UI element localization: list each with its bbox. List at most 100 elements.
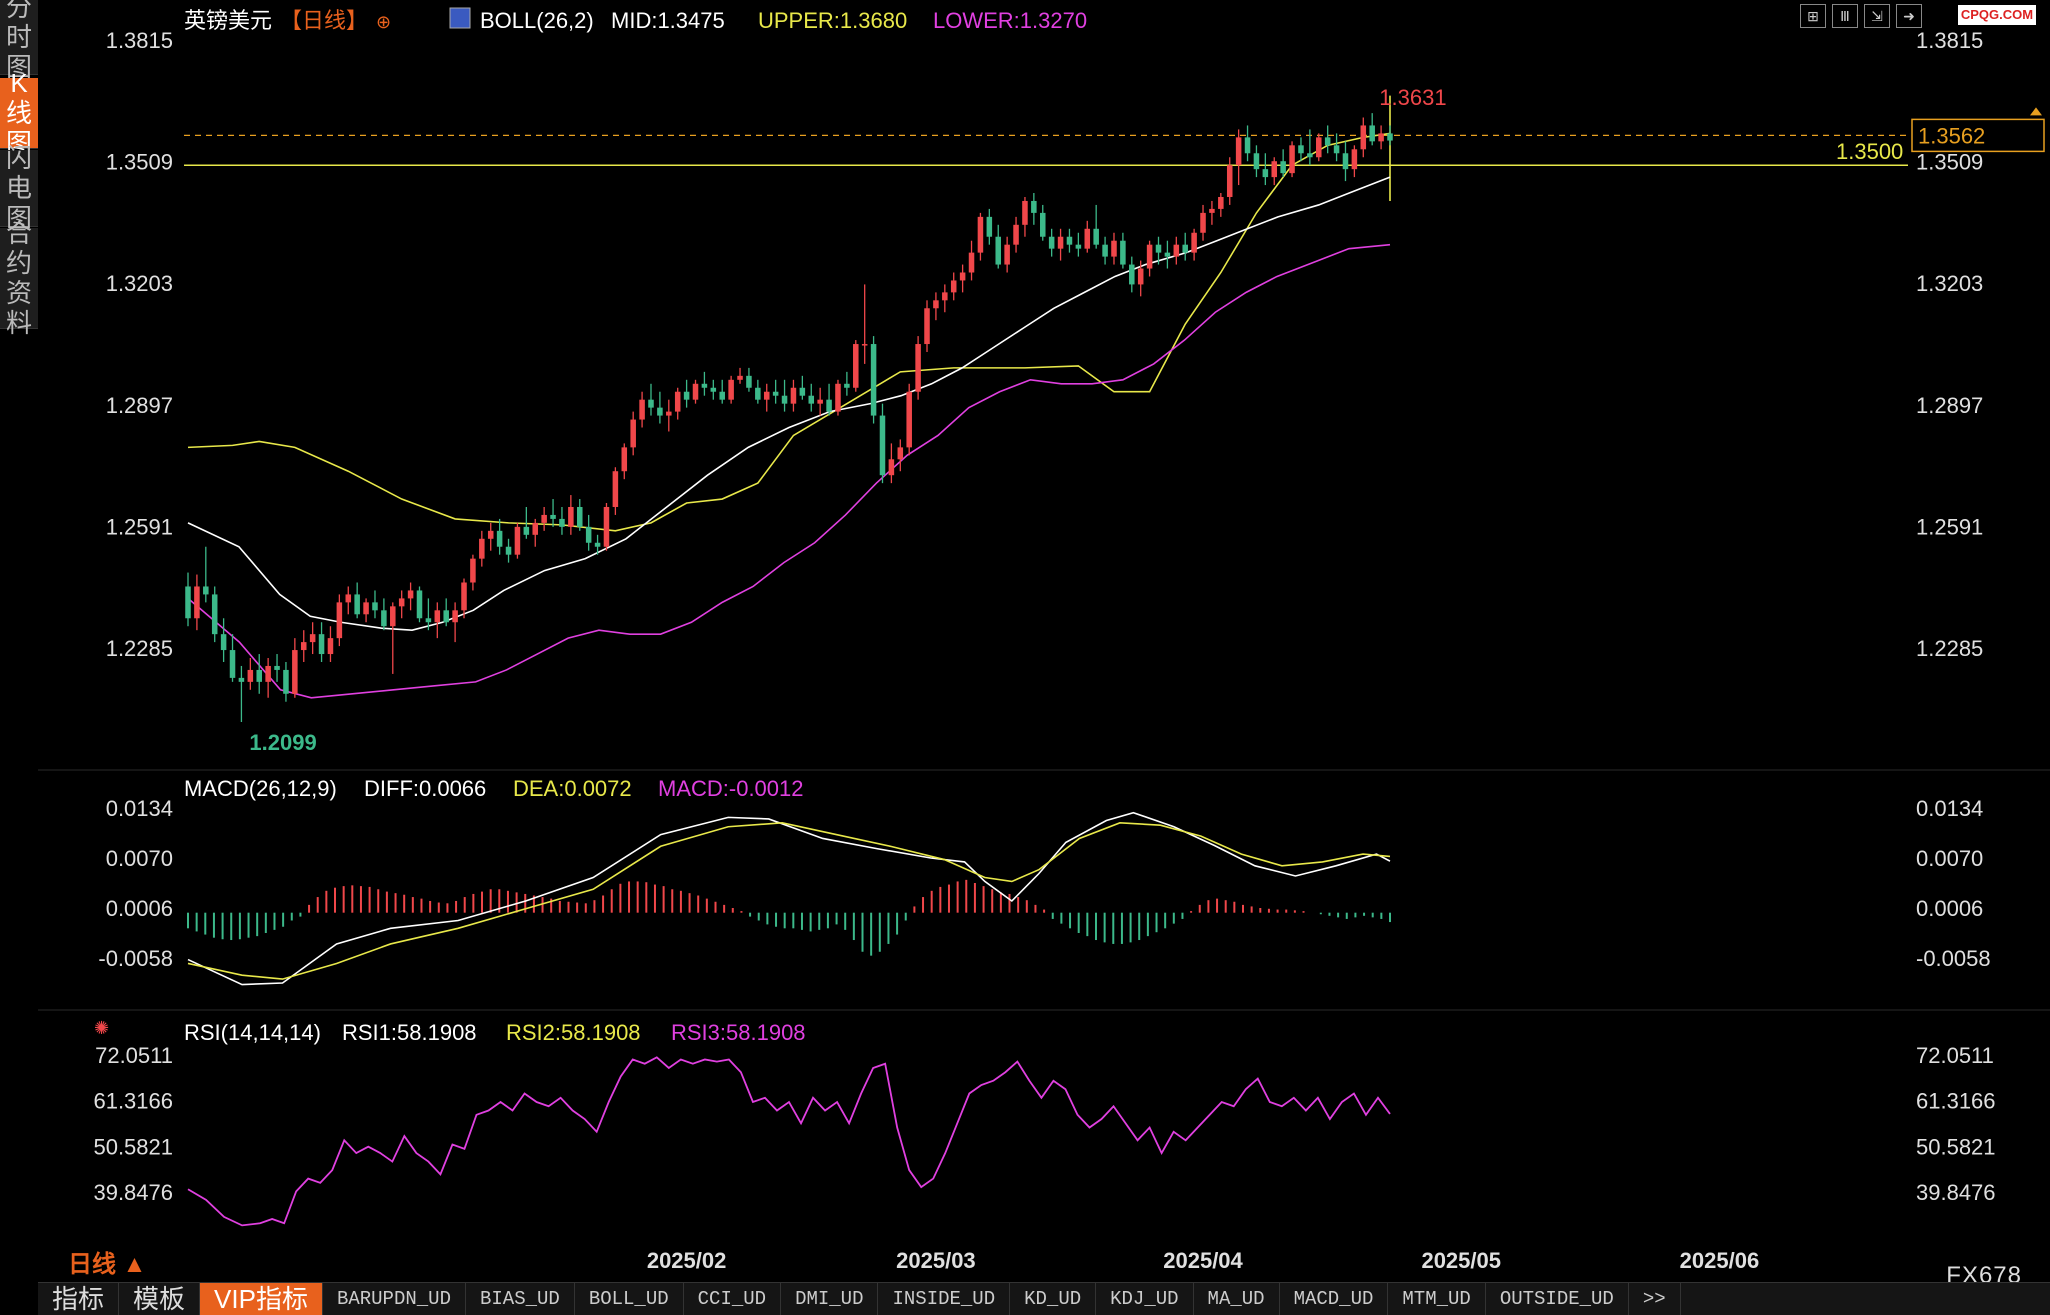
candle-body bbox=[728, 379, 734, 400]
rsi-settings-icon: ✺ bbox=[94, 1018, 109, 1039]
bars-icon[interactable]: Ⅲ bbox=[1832, 4, 1858, 28]
candle-body bbox=[274, 665, 280, 670]
axes: 1.3815 1.3815 1.3509 1.3509 1.3203 1.3203 1.28… bbox=[93, 28, 1995, 1273]
candle-body bbox=[247, 669, 254, 682]
candle-body bbox=[407, 590, 414, 599]
rsi-left-tick: 72.0511 bbox=[95, 1043, 173, 1068]
candle-body bbox=[461, 582, 467, 611]
grid-icon[interactable]: ⊞ bbox=[1800, 4, 1826, 28]
candle-body bbox=[416, 590, 423, 619]
price-pane[interactable] bbox=[184, 95, 1908, 722]
candle-body bbox=[746, 375, 752, 388]
x-tick-label: 2025/02 bbox=[647, 1248, 727, 1273]
candle-body bbox=[283, 669, 289, 694]
bottom-tab-bar: 指标 模板 VIP指标 BARUPDN_UD BIAS_UD BOLL_UD CCI_UD D… bbox=[38, 1282, 2050, 1315]
bottom-tab-dmi-ud[interactable]: DMI_UD bbox=[781, 1283, 879, 1315]
candle-body bbox=[1182, 244, 1188, 253]
macd-right-tick: -0.0058 bbox=[1916, 946, 1991, 971]
candle-body bbox=[719, 391, 725, 400]
bottom-tab-outside-ud[interactable]: OUTSIDE_UD bbox=[1486, 1283, 1629, 1315]
rsi-title: RSI(14,14,14) bbox=[184, 1020, 321, 1045]
bottom-tab-ma-ud[interactable]: MA_UD bbox=[1194, 1283, 1280, 1315]
candle-body bbox=[1226, 165, 1233, 197]
macd-left-tick: 0.0006 bbox=[106, 896, 173, 921]
bottom-tab-inside-ud[interactable]: INSIDE_UD bbox=[878, 1283, 1011, 1315]
last-price-marker-icon bbox=[2030, 107, 2042, 116]
boll-lower-line bbox=[187, 243, 1391, 699]
bottom-tab-[interactable]: >> bbox=[1629, 1283, 1681, 1315]
sidebar-item-3[interactable]: 合约资料 bbox=[0, 218, 38, 338]
bottom-tab-macd-ud[interactable]: MACD_UD bbox=[1280, 1283, 1389, 1315]
bottom-tab-mtm-ud[interactable]: MTM_UD bbox=[1388, 1283, 1486, 1315]
candle-body bbox=[701, 383, 708, 388]
candle-body bbox=[1066, 236, 1073, 245]
header-label-1: 【日线】 bbox=[280, 8, 368, 33]
right-arrow-icon[interactable]: ➜ bbox=[1896, 4, 1922, 28]
candle-body bbox=[568, 506, 574, 527]
candle-body bbox=[612, 471, 619, 507]
candle-body bbox=[309, 634, 316, 643]
macd-right-tick: 0.0070 bbox=[1916, 846, 1983, 871]
macd-pane[interactable] bbox=[187, 811, 1391, 986]
candle-body bbox=[443, 610, 449, 623]
header-label-2: BOLL(26,2) bbox=[480, 8, 594, 33]
candle-body bbox=[674, 391, 681, 412]
candle-body bbox=[853, 344, 859, 388]
sidebar-item-label: 合约资料 bbox=[6, 218, 33, 338]
candle-body bbox=[603, 506, 610, 547]
bottom-tab-0[interactable]: 指标 bbox=[38, 1283, 120, 1315]
x-tick-label: 2025/06 bbox=[1680, 1248, 1760, 1273]
candle-body bbox=[1298, 145, 1304, 154]
price-right-tick: 1.2285 bbox=[1916, 636, 1983, 661]
candle-body bbox=[487, 530, 494, 539]
bottom-tab-kdj-ud[interactable]: KDJ_UD bbox=[1096, 1283, 1194, 1315]
macd-diff-line bbox=[187, 811, 1391, 986]
sidebar-item-0[interactable]: 分时图 bbox=[0, 0, 38, 82]
candle-body bbox=[194, 586, 200, 619]
bottom-tab-boll-ud[interactable]: BOLL_UD bbox=[575, 1283, 684, 1315]
candle-body bbox=[897, 447, 904, 460]
candle-body bbox=[1333, 145, 1340, 154]
candle-body bbox=[345, 594, 352, 603]
candle-body bbox=[844, 383, 850, 388]
sidebar-item-2[interactable]: 闪电图 bbox=[0, 143, 38, 233]
candle-body bbox=[1289, 145, 1295, 174]
level-label: 1.3500 bbox=[1836, 139, 1903, 164]
rsi-pane[interactable] bbox=[187, 1056, 1391, 1227]
bottom-tab-kd-ud[interactable]: KD_UD bbox=[1010, 1283, 1097, 1315]
candle-body bbox=[1324, 137, 1331, 146]
grid bbox=[38, 769, 2050, 1011]
candle-body bbox=[336, 602, 343, 639]
trading-chart[interactable]: 1.3815 1.3815 1.3509 1.3509 1.3203 1.3203 1.28… bbox=[38, 0, 2050, 1282]
bottom-tab-cci-ud[interactable]: CCI_UD bbox=[684, 1283, 782, 1315]
candle-body bbox=[1253, 153, 1260, 170]
candle-body bbox=[817, 399, 823, 404]
candle-body bbox=[1137, 268, 1144, 285]
bottom-tab-vip2[interactable]: VIP指标 bbox=[200, 1283, 323, 1315]
price-left-tick: 1.2285 bbox=[106, 636, 173, 661]
candle-body bbox=[479, 538, 485, 559]
sidebar-item-1[interactable]: K线图 bbox=[0, 68, 38, 158]
candle-body bbox=[577, 506, 583, 527]
candle-body bbox=[808, 395, 815, 404]
macd-right-tick: 0.0006 bbox=[1916, 896, 1983, 921]
candle-body bbox=[1093, 228, 1099, 245]
candle-body bbox=[1129, 264, 1135, 285]
bottom-tab-barupdn-ud[interactable]: BARUPDN_UD bbox=[323, 1283, 466, 1315]
candle-body bbox=[398, 598, 405, 607]
price-left-tick: 1.3509 bbox=[106, 150, 173, 175]
period-toggle: 日线 ▲ bbox=[68, 1251, 146, 1278]
candle-body bbox=[318, 634, 325, 655]
candle-body bbox=[1262, 169, 1269, 178]
header-label-0: 英镑美元 bbox=[184, 8, 272, 33]
header-label-5: LOWER:1.3270 bbox=[933, 8, 1087, 33]
site-logo: CPQG.COM bbox=[1958, 5, 2036, 25]
bottom-tab-1[interactable]: 模板 bbox=[119, 1283, 201, 1315]
candle-body bbox=[256, 669, 262, 682]
bottom-tab-bias-ud[interactable]: BIAS_UD bbox=[466, 1283, 575, 1315]
rsi-line bbox=[187, 1056, 1391, 1227]
price-left-tick: 1.2591 bbox=[106, 514, 173, 539]
candle-body bbox=[1164, 252, 1171, 257]
candle-body bbox=[683, 391, 690, 400]
chart-icon[interactable]: ⇲ bbox=[1864, 4, 1890, 28]
